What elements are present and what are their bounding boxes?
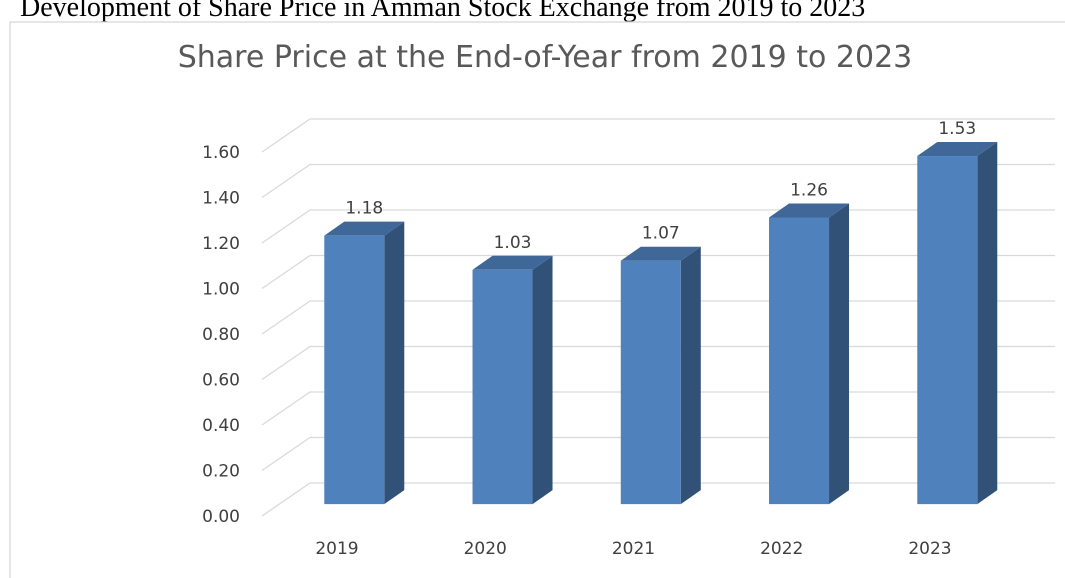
x-tick-label: 2021 <box>612 539 655 559</box>
x-tick-label: 2020 <box>464 539 507 559</box>
bar-top <box>917 142 998 157</box>
bar <box>324 235 385 505</box>
grid-line <box>261 163 1055 199</box>
y-tick-label: 1.00 <box>202 280 240 300</box>
grid-line <box>261 118 1055 153</box>
x-tick-label: 2023 <box>908 539 951 559</box>
chart-title: Share Price at the End-of-Year from 2019… <box>178 40 913 75</box>
bar <box>472 269 533 505</box>
x-tick-label: 2022 <box>760 539 803 559</box>
y-tick-label: 0.20 <box>202 462 240 482</box>
heading: Development of Share Price in Amman Stoc… <box>20 0 865 23</box>
bar-side <box>384 221 405 505</box>
y-tick-label: 1.60 <box>202 143 240 163</box>
y-tick-label: 1.40 <box>202 189 240 209</box>
bar-top <box>769 203 850 218</box>
y-tick-label: 0.40 <box>202 416 240 436</box>
y-tick-label: 0.60 <box>202 371 240 391</box>
bar <box>917 156 978 505</box>
y-tick-label: 1.20 <box>202 234 240 254</box>
data-label: 1.03 <box>494 233 532 253</box>
bar <box>769 217 830 505</box>
data-label: 1.26 <box>790 180 828 200</box>
bar-side <box>977 142 998 505</box>
y-tick-label: 0.80 <box>202 325 240 345</box>
data-label: 1.18 <box>345 199 383 219</box>
data-label: 1.07 <box>642 224 680 244</box>
bar <box>620 260 681 505</box>
bar-side <box>532 255 553 505</box>
x-tick-label: 2019 <box>315 539 358 559</box>
bar-top <box>620 246 701 261</box>
bar-side <box>680 246 701 505</box>
bar-top <box>472 255 553 270</box>
y-tick-label: 0.00 <box>202 507 240 527</box>
data-label: 1.53 <box>938 119 976 139</box>
bar-side <box>829 203 850 505</box>
bar-top <box>324 221 405 236</box>
